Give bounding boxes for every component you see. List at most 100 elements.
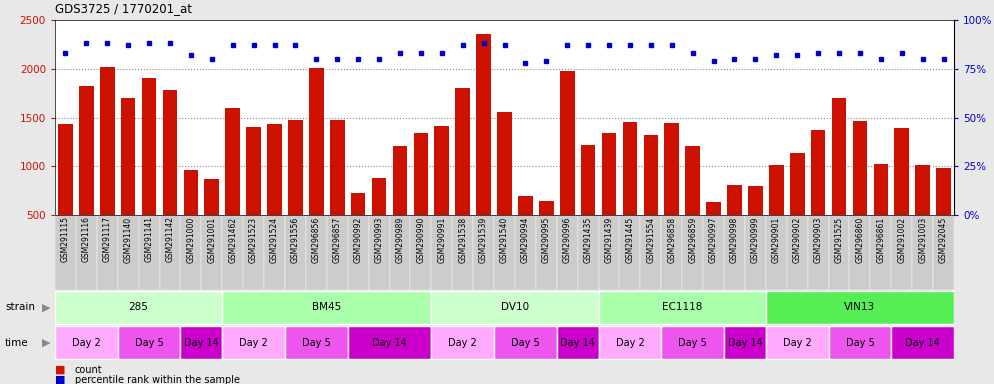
Bar: [936, 168, 951, 264]
Bar: [601, 133, 616, 264]
Bar: [786, 215, 808, 290]
Bar: [622, 122, 637, 264]
Bar: [661, 215, 682, 290]
Bar: [390, 215, 411, 290]
Bar: [117, 326, 181, 359]
Bar: [790, 152, 804, 264]
Bar: [205, 179, 219, 264]
Bar: [724, 326, 765, 359]
Bar: [226, 108, 240, 264]
Bar: [372, 178, 387, 264]
Text: GSM296860: GSM296860: [856, 217, 865, 263]
Text: Day 2: Day 2: [615, 338, 644, 348]
Bar: [557, 326, 598, 359]
Text: ▶: ▶: [42, 303, 51, 313]
Text: GSM291142: GSM291142: [165, 217, 175, 263]
Bar: [598, 215, 619, 290]
Bar: [619, 215, 640, 290]
Bar: [247, 127, 261, 264]
Bar: [476, 34, 491, 264]
Text: GSM291445: GSM291445: [625, 217, 634, 263]
Bar: [327, 215, 348, 290]
Bar: [202, 215, 223, 290]
Text: GSM291140: GSM291140: [123, 217, 132, 263]
Text: GSM290993: GSM290993: [375, 217, 384, 263]
Bar: [892, 326, 954, 359]
Bar: [933, 215, 954, 290]
Bar: [163, 90, 177, 264]
Text: Day 14: Day 14: [561, 338, 595, 348]
Bar: [330, 121, 345, 264]
Bar: [55, 326, 117, 359]
Bar: [267, 124, 282, 264]
Bar: [765, 215, 786, 290]
Bar: [184, 170, 198, 264]
Bar: [348, 215, 369, 290]
Text: ■: ■: [55, 375, 66, 384]
Bar: [598, 291, 765, 324]
Bar: [76, 215, 96, 290]
Bar: [811, 130, 825, 264]
Bar: [348, 326, 431, 359]
Bar: [707, 202, 721, 264]
Text: GSM296857: GSM296857: [333, 217, 342, 263]
Text: GSM291141: GSM291141: [144, 217, 154, 263]
Text: GSM291117: GSM291117: [102, 217, 111, 263]
Bar: [703, 215, 724, 290]
Text: GSM291002: GSM291002: [898, 217, 907, 263]
Bar: [685, 146, 700, 264]
Bar: [223, 291, 431, 324]
Bar: [748, 186, 762, 264]
Bar: [80, 86, 93, 264]
Text: GSM290995: GSM290995: [542, 217, 551, 263]
Text: GSM291538: GSM291538: [458, 217, 467, 263]
Text: Day 14: Day 14: [372, 338, 407, 348]
Bar: [765, 291, 954, 324]
Text: GSM291523: GSM291523: [249, 217, 258, 263]
Text: GDS3725 / 1770201_at: GDS3725 / 1770201_at: [55, 2, 192, 15]
Text: GSM296859: GSM296859: [688, 217, 697, 263]
Text: GSM291439: GSM291439: [604, 217, 613, 263]
Bar: [452, 215, 473, 290]
Text: GSM291524: GSM291524: [270, 217, 279, 263]
Text: EC1118: EC1118: [662, 303, 703, 313]
Bar: [580, 145, 595, 264]
Bar: [643, 135, 658, 264]
Bar: [892, 215, 912, 290]
Bar: [309, 68, 324, 264]
Text: Day 5: Day 5: [846, 338, 875, 348]
Bar: [431, 326, 494, 359]
Text: Day 5: Day 5: [678, 338, 707, 348]
Text: GSM291001: GSM291001: [208, 217, 217, 263]
Text: Day 5: Day 5: [511, 338, 540, 348]
Bar: [393, 146, 408, 264]
Text: Day 2: Day 2: [240, 338, 268, 348]
Bar: [264, 215, 285, 290]
Text: Day 5: Day 5: [302, 338, 331, 348]
Text: ▶: ▶: [42, 338, 51, 348]
Bar: [306, 215, 327, 290]
Bar: [285, 326, 348, 359]
Bar: [455, 88, 470, 264]
Bar: [351, 192, 366, 264]
Text: 285: 285: [128, 303, 148, 313]
Bar: [895, 128, 910, 264]
Bar: [853, 121, 867, 264]
Text: DV10: DV10: [501, 303, 529, 313]
Text: GSM296858: GSM296858: [667, 217, 676, 263]
Bar: [55, 291, 223, 324]
Text: Day 2: Day 2: [72, 338, 100, 348]
Bar: [159, 215, 181, 290]
Text: GSM291435: GSM291435: [583, 217, 592, 263]
Bar: [661, 326, 724, 359]
Bar: [518, 195, 533, 264]
Bar: [560, 71, 575, 264]
Text: GSM296856: GSM296856: [312, 217, 321, 263]
Text: GSM290992: GSM290992: [354, 217, 363, 263]
Bar: [181, 326, 223, 359]
Bar: [223, 215, 244, 290]
Text: strain: strain: [5, 303, 35, 313]
Bar: [728, 185, 742, 264]
Text: time: time: [5, 338, 29, 348]
Bar: [515, 215, 536, 290]
